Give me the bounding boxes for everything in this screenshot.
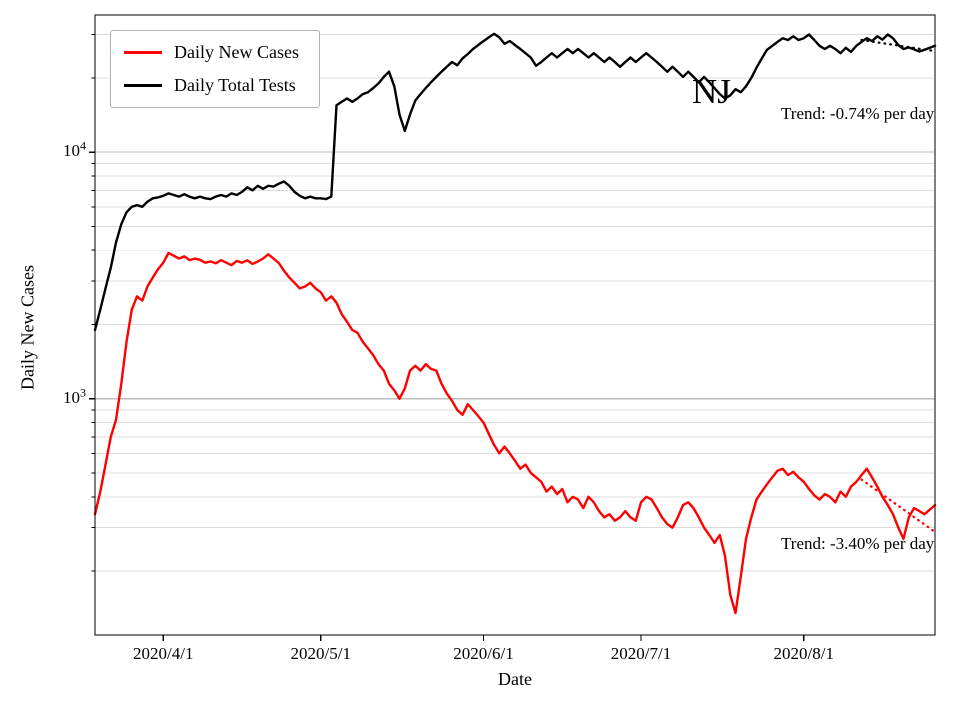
y-axis-title: Daily New Cases — [17, 265, 38, 390]
grid — [95, 34, 935, 572]
legend-item-daily-total-tests: Daily Total Tests — [124, 75, 299, 96]
trend-line-0 — [860, 38, 937, 53]
x-axis-title: Date — [498, 669, 532, 689]
x-tick-label: 2020/8/1 — [773, 644, 834, 663]
legend-item-daily-new-cases: Daily New Cases — [124, 42, 299, 63]
tests-line-sample — [124, 84, 162, 87]
cases-trend-annotation: Trend: -3.40% per day — [781, 534, 935, 553]
x-tick-label: 2020/6/1 — [453, 644, 514, 663]
x-tick-label: 2020/7/1 — [610, 644, 672, 663]
x-tick-label: 2020/5/1 — [290, 644, 351, 663]
y-tick-label: 103 — [63, 385, 86, 407]
series-line-0 — [93, 251, 937, 615]
legend-label-daily-total-tests: Daily Total Tests — [174, 75, 296, 95]
trend-line-1 — [860, 478, 937, 534]
y-tick-label: 104 — [63, 138, 86, 161]
legend-label-daily-new-cases: Daily New Cases — [174, 42, 299, 62]
legend: Daily New Cases Daily Total Tests — [110, 30, 320, 108]
state-label: NJ — [692, 72, 731, 111]
series-line-1 — [93, 32, 937, 332]
x-tick-label: 2020/4/1 — [133, 644, 194, 663]
cases-line-sample — [124, 51, 162, 54]
tests-trend-annotation: Trend: -0.74% per day — [781, 104, 935, 123]
